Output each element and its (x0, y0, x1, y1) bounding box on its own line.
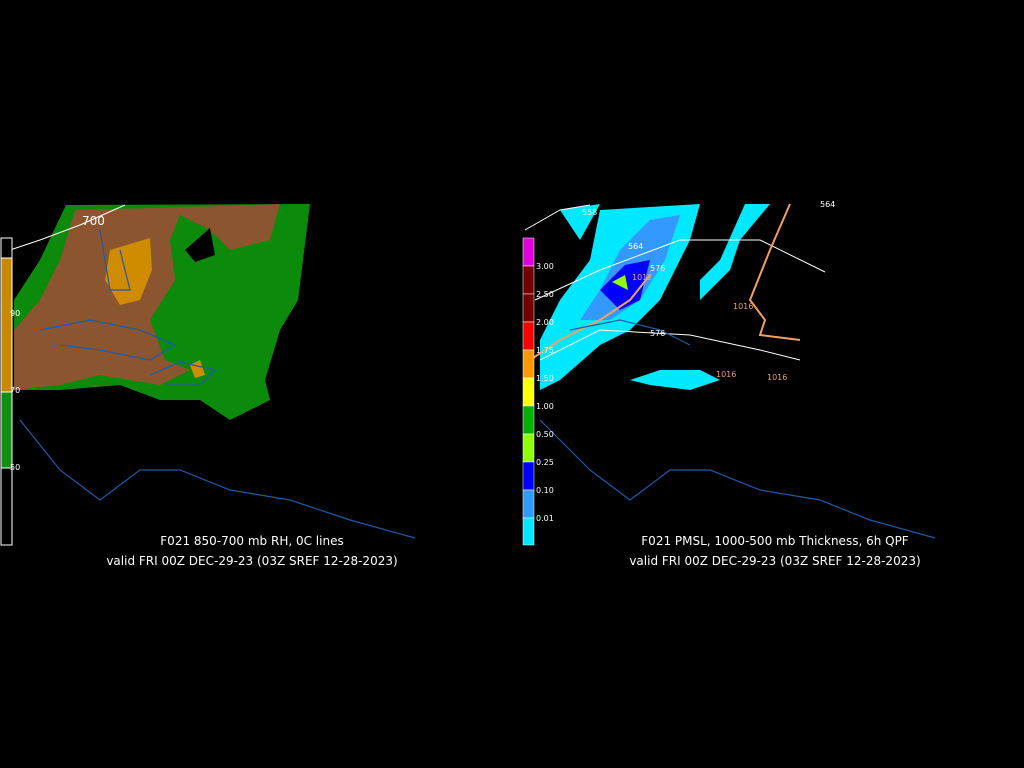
colorbar-label: 1.50 (536, 374, 554, 383)
colorbar-label: 70 (10, 386, 20, 395)
valid-time: valid FRI 00Z DEC-29-23 (03Z SREF 12-28-… (106, 554, 397, 568)
contour-label: 1012 (632, 273, 652, 282)
caption: F021 PMSL, 1000-500 mb Thickness, 6h QPF (641, 534, 909, 548)
colorbar-swatch (522, 405, 535, 435)
colorbar-swatch (522, 433, 535, 463)
colorbar-swatch (522, 237, 535, 267)
colorbar-label: 0.10 (536, 486, 554, 495)
contour-label: 1016 (716, 370, 736, 379)
colorbar-label: 1.75 (536, 346, 554, 355)
colorbar-swatch (522, 461, 535, 491)
valid-time: valid FRI 00Z DEC-29-23 (03Z SREF 12-28-… (629, 554, 920, 568)
contour-label: 576 (650, 329, 665, 338)
colorbar-label: 0.25 (536, 458, 554, 467)
caption: F021 850-700 mb RH, 0C lines (160, 534, 343, 548)
contour-label: 700 (82, 214, 105, 228)
colorbar-right: 3.00 2.50 2.00 1.75 1.50 1.00 0.50 0.25 0.10 0.01 (522, 237, 554, 546)
colorbar-swatch (522, 517, 535, 546)
colorbar-swatch (0, 467, 13, 546)
colorbar-label: 50 (10, 463, 20, 472)
colorbar-swatch (522, 321, 535, 351)
contour-label: 1016 (767, 373, 787, 382)
contour-label: 564 (820, 200, 835, 209)
colorbar-swatch (0, 257, 13, 393)
colorbar-swatch (522, 349, 535, 379)
contour-label: 576 (650, 264, 665, 273)
colorbar-label: 0.01 (536, 514, 554, 523)
colorbar-label: 0.50 (536, 430, 554, 439)
colorbar-swatch (522, 377, 535, 407)
colorbar-swatch (522, 265, 535, 295)
colorbar-label: 90 (10, 309, 20, 318)
contour-label: 1016 (733, 302, 753, 311)
right-map (524, 203, 936, 539)
colorbar-label: 2.50 (536, 290, 554, 299)
contour-label: 558 (582, 208, 597, 217)
colorbar-swatch (522, 293, 535, 323)
colorbar-left: 90 70 50 (0, 237, 20, 546)
colorbar-label: 3.00 (536, 262, 554, 271)
colorbar-swatch (0, 237, 13, 259)
colorbar-swatch (0, 391, 13, 469)
left-map (9, 204, 416, 539)
colorbar-label: 2.00 (536, 318, 554, 327)
contour-label: 564 (628, 242, 643, 251)
colorbar-label: 1.00 (536, 402, 554, 411)
colorbar-swatch (522, 489, 535, 519)
